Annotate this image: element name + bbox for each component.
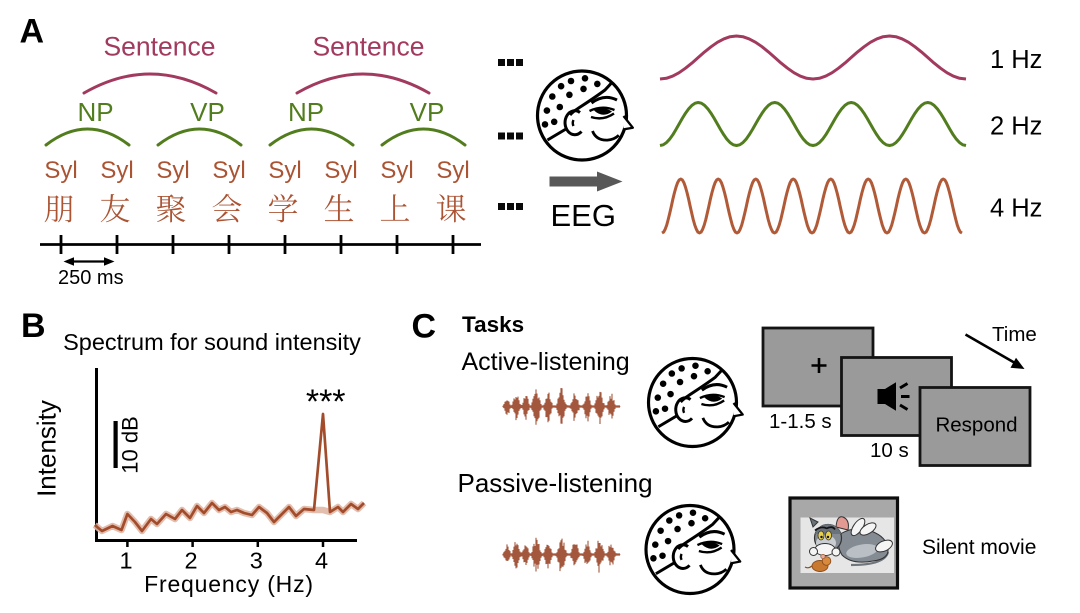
svg-text:B: B [21, 307, 46, 345]
svg-text:Silent movie: Silent movie [922, 536, 1036, 559]
svg-text:Syl: Syl [212, 157, 245, 184]
svg-text:Passive-listening: Passive-listening [458, 468, 653, 498]
svg-text:***: *** [306, 383, 346, 421]
svg-text:3: 3 [250, 548, 263, 574]
svg-text:VP: VP [190, 97, 225, 127]
svg-text:NP: NP [288, 97, 324, 127]
svg-text:VP: VP [410, 97, 445, 127]
svg-text:Syl: Syl [324, 157, 357, 184]
svg-text:C: C [412, 308, 437, 346]
svg-text:4 Hz: 4 Hz [990, 195, 1042, 223]
svg-text:4: 4 [315, 548, 328, 574]
svg-text:Sentence: Sentence [104, 32, 216, 62]
svg-text:2: 2 [184, 548, 197, 574]
svg-text:Frequency (Hz): Frequency (Hz) [144, 571, 314, 597]
svg-text:Syl: Syl [436, 157, 469, 184]
svg-text:Syl: Syl [44, 157, 77, 184]
svg-text:Spectrum for sound intensity: Spectrum for sound intensity [63, 329, 361, 355]
svg-text:Tasks: Tasks [462, 312, 524, 337]
svg-text:Syl: Syl [268, 157, 301, 184]
svg-text:A: A [20, 13, 45, 51]
svg-text:Active-listening: Active-listening [462, 348, 630, 376]
svg-text:Time: Time [992, 323, 1037, 346]
svg-text:Intensity: Intensity [32, 400, 62, 497]
svg-text:Syl: Syl [156, 157, 189, 184]
svg-text:Respond: Respond [935, 414, 1017, 437]
svg-text:10 s: 10 s [870, 439, 909, 462]
svg-text:NP: NP [77, 97, 113, 127]
svg-text:1-1.5 s: 1-1.5 s [769, 410, 832, 433]
svg-text:1: 1 [119, 548, 132, 574]
svg-text:10 dB: 10 dB [118, 416, 143, 474]
svg-text:1 Hz: 1 Hz [990, 46, 1042, 74]
svg-text:250 ms: 250 ms [58, 267, 124, 289]
svg-text:EEG: EEG [551, 198, 616, 233]
svg-text:2 Hz: 2 Hz [990, 113, 1042, 141]
svg-text:Sentence: Sentence [313, 32, 425, 62]
svg-text:Syl: Syl [380, 157, 413, 184]
svg-text:Syl: Syl [100, 157, 133, 184]
